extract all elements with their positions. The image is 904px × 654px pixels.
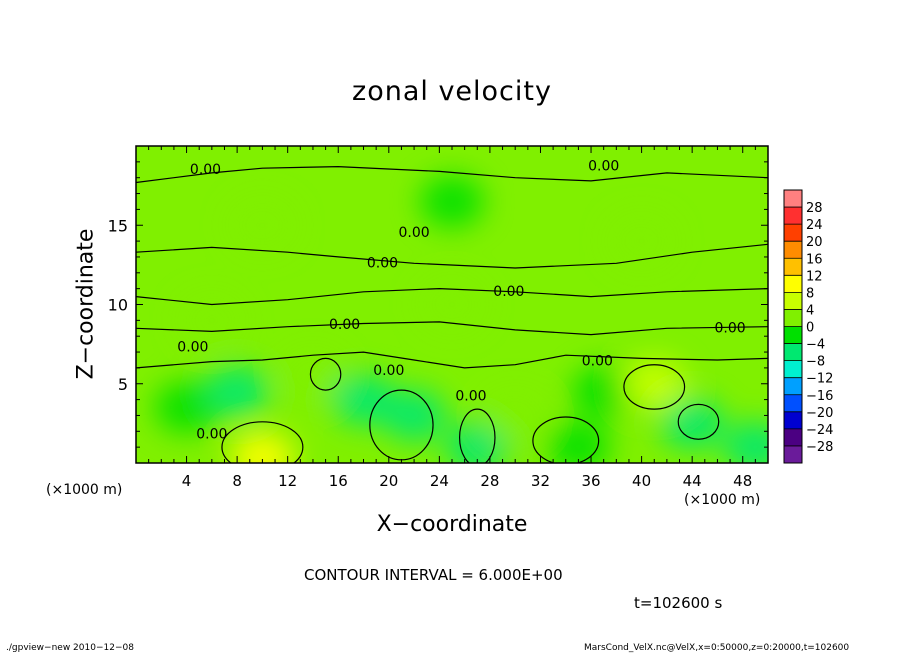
colorbar-swatch: [784, 258, 802, 276]
field-blob: [609, 215, 674, 268]
field-blob: [280, 349, 345, 402]
contour-label: 0.00: [196, 426, 227, 442]
x-axis-label: X−coordinate: [376, 512, 528, 537]
footer-tool-info: ./gpview−new 2010−12−08: [6, 643, 134, 653]
x-tick-label: 28: [480, 472, 499, 490]
contour-label: 0.00: [714, 320, 745, 336]
contour-label: 0.00: [367, 255, 398, 271]
colorbar-swatch: [784, 326, 802, 344]
y-tick-label: 10: [108, 296, 128, 315]
field-blob: [483, 389, 548, 442]
closed-contour: [309, 357, 342, 391]
field-blob: [420, 278, 484, 331]
colorbar-swatch: [784, 360, 802, 378]
colorbar-swatch: [784, 241, 802, 259]
contour-label: 0.00: [455, 388, 486, 404]
zero-contour-line: [136, 351, 768, 369]
field-blob: [622, 357, 687, 410]
field-blob: [230, 432, 295, 463]
colorbar-swatch: [784, 411, 802, 429]
colorbar-swatch: [784, 292, 802, 310]
x-tick-label: 36: [581, 472, 600, 490]
colorbar-swatch: [784, 224, 802, 242]
x-unit-label-right: (×1000 m): [684, 492, 761, 508]
colorbar-label: 0: [806, 321, 814, 336]
x-tick-label: 48: [733, 472, 752, 490]
colorbar-swatch: [784, 428, 802, 446]
y-axis-label: Z−coordinate: [73, 228, 99, 380]
colorbar-label: −16: [806, 389, 833, 404]
x-tick-label: 4: [182, 472, 192, 490]
contour-interval-text: CONTOUR INTERVAL = 6.000E+00: [304, 566, 563, 584]
field-blob: [723, 421, 768, 463]
zero-contour-line: [136, 287, 768, 306]
colorbar-swatch: [784, 207, 802, 225]
colorbar-swatch: [784, 377, 802, 395]
colorbar-swatch: [784, 190, 802, 208]
x-unit-label-left: (×1000 m): [46, 482, 123, 498]
zero-contour-line: [136, 321, 768, 336]
colorbar-label: 24: [806, 218, 823, 233]
field-blob: [420, 175, 484, 228]
field-blob: [230, 199, 295, 252]
closed-contour: [677, 403, 720, 440]
contour-label: 0.00: [398, 225, 429, 241]
contour-label: 0.00: [588, 159, 619, 175]
chart-title: zonal velocity: [352, 76, 552, 107]
closed-contour: [221, 421, 304, 463]
contour-label: 0.00: [190, 162, 221, 178]
y-tick-label: 15: [108, 216, 128, 235]
zero-contour-line: [136, 165, 768, 184]
x-tick-label: 24: [430, 472, 449, 490]
colorbar-label: −12: [806, 372, 833, 387]
colorbar-label: −20: [806, 406, 833, 421]
colorbar-label: 28: [806, 201, 823, 216]
field-blob: [571, 365, 636, 418]
field-blob: [154, 381, 219, 434]
contour-label: 0.00: [373, 363, 404, 379]
field-blob: [331, 373, 396, 426]
colorbar-label: −8: [806, 355, 825, 370]
x-tick-label: 12: [278, 472, 297, 490]
x-tick-label: 32: [531, 472, 550, 490]
zero-contour-line: [136, 243, 768, 269]
field-blob: [382, 389, 447, 442]
x-tick-label: 40: [632, 472, 651, 490]
colorbar-label: −24: [806, 423, 833, 438]
closed-contour: [623, 364, 686, 410]
x-tick-label: 8: [232, 472, 242, 490]
y-tick-label: 5: [118, 375, 128, 394]
colorbar-label: −28: [806, 440, 833, 455]
colorbar-label: 8: [806, 286, 814, 301]
colorbar-label: −4: [806, 338, 825, 353]
closed-contour: [458, 408, 496, 463]
closed-contour: [532, 416, 600, 463]
field-blob: [179, 294, 244, 347]
x-tick-label: 16: [329, 472, 348, 490]
contour-label: 0.00: [329, 317, 360, 333]
colorbar-swatch: [784, 343, 802, 361]
colorbar-label: 4: [806, 303, 814, 318]
x-tick-label: 44: [683, 472, 702, 490]
colorbar-label: 16: [806, 252, 823, 267]
colorbar-swatch: [784, 275, 802, 293]
x-tick-label: 20: [379, 472, 398, 490]
field-blob: [660, 397, 725, 450]
colorbar-swatch: [784, 445, 802, 463]
contour-label: 0.00: [493, 284, 524, 300]
colorbar-swatch: [784, 394, 802, 412]
contour-label: 0.00: [582, 354, 613, 370]
colorbar-label: 12: [806, 269, 823, 284]
colorbar-swatch: [784, 309, 802, 327]
time-label: t=102600 s: [634, 594, 723, 612]
colorbar-label: 20: [806, 235, 823, 250]
field-blob: [205, 365, 270, 418]
field-blob: [546, 421, 611, 463]
contour-label: 0.00: [177, 339, 208, 355]
footer-file-info: MarsCond_VelX.nc@VelX,x=0:50000,z=0:2000…: [584, 643, 850, 653]
